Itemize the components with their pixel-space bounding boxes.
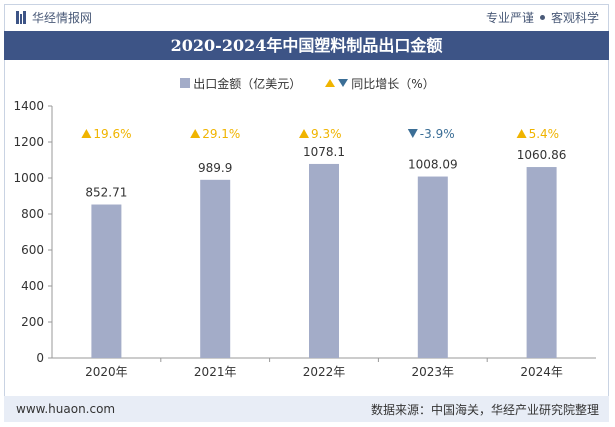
separator-dot-icon [539, 14, 545, 20]
legend-down-triangle-icon [338, 79, 349, 87]
y-tick-label: 800 [21, 207, 44, 221]
brand-name: 华经情报网 [32, 10, 93, 25]
y-tick-label: 200 [21, 315, 44, 329]
legend-label-growth: 同比增长（%） [351, 76, 435, 91]
legend-label-export-value: 出口金额（亿美元） [193, 76, 302, 91]
y-tick-label: 0 [36, 351, 44, 365]
growth-up-triangle [81, 129, 92, 138]
legend-item-growth: 同比增长（%） [325, 75, 435, 92]
footer-website: www.huaon.com [16, 402, 116, 416]
growth-up-triangle [299, 129, 309, 138]
y-tick-label: 1400 [13, 99, 44, 113]
bar [91, 204, 122, 358]
growth-label: 5.4% [529, 127, 560, 141]
brand: 华经情报网 [16, 9, 92, 26]
y-tick-label: 1000 [13, 171, 44, 185]
growth-label: 19.6% [93, 127, 131, 141]
bar-value-label: 1060.86 [517, 148, 567, 162]
y-tick-label: 400 [21, 279, 44, 293]
y-tick-label: 600 [21, 243, 44, 257]
bar-value-label: 1078.1 [303, 145, 345, 159]
bar-value-label: 1008.09 [408, 158, 458, 172]
bar [417, 176, 448, 358]
slogan-left: 专业严谨 [485, 10, 534, 25]
footer-source: 数据来源：中国海关，华经产业研究院整理 [370, 402, 599, 417]
legend-bar-swatch-icon [180, 78, 191, 88]
growth-label: 9.3% [311, 127, 342, 141]
x-tick-label: 2022年 [303, 365, 346, 379]
legend: 出口金额（亿美元） 同比增长（%） [0, 74, 615, 92]
bar [526, 167, 557, 358]
growth-up-triangle [190, 129, 201, 138]
growth-down-triangle [407, 129, 418, 138]
growth-up-triangle [516, 129, 527, 138]
chart-title: 2020-2024年中国塑料制品出口金额 [4, 31, 609, 60]
x-tick-label: 2020年 [85, 365, 128, 379]
growth-label: -3.9% [420, 127, 455, 141]
top-bar: 华经情报网 专业严谨 客观科学 [4, 4, 609, 30]
growth-label: 29.1% [202, 127, 240, 141]
footer: www.huaon.com 数据来源：中国海关，华经产业研究院整理 [4, 396, 609, 422]
y-tick-label: 1200 [13, 135, 44, 149]
bar [200, 179, 231, 358]
bar [309, 163, 339, 358]
slogan-right: 客观科学 [550, 10, 599, 25]
bar-value-label: 852.71 [85, 186, 127, 200]
bar-value-label: 989.9 [198, 161, 232, 175]
x-tick-label: 2024年 [520, 365, 563, 379]
legend-item-export-value: 出口金额（亿美元） [180, 75, 301, 92]
x-tick-label: 2021年 [194, 365, 237, 379]
legend-up-triangle-icon [325, 79, 336, 87]
x-tick-label: 2023年 [412, 365, 455, 379]
slogan: 专业严谨 客观科学 [486, 9, 599, 26]
brand-logo-icon [16, 10, 26, 24]
